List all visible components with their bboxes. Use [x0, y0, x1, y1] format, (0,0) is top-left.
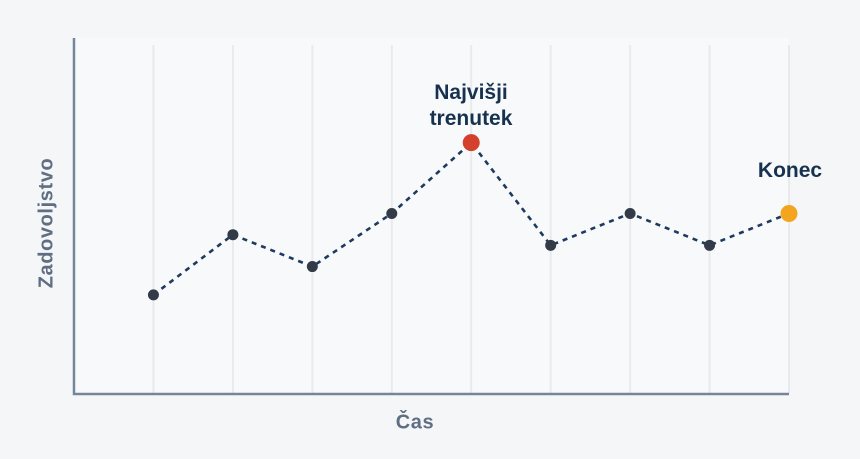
data-point: [624, 207, 636, 219]
data-point: [147, 289, 159, 301]
data-point: [227, 229, 239, 241]
data-point: [386, 207, 398, 219]
data-point: [545, 239, 557, 251]
data-point: [704, 239, 716, 251]
plot-background: [74, 38, 789, 394]
peak-annotation-label: Najvišji trenutek: [429, 81, 513, 130]
y-axis-label: Zadovoljstvo: [35, 157, 58, 289]
x-axis-label: Čas: [395, 411, 435, 434]
end-data-point: [780, 204, 798, 222]
axes: [72, 38, 789, 396]
data-point: [306, 261, 318, 273]
peak-data-point: [462, 134, 480, 152]
end-annotation-label: Konec: [757, 159, 823, 182]
